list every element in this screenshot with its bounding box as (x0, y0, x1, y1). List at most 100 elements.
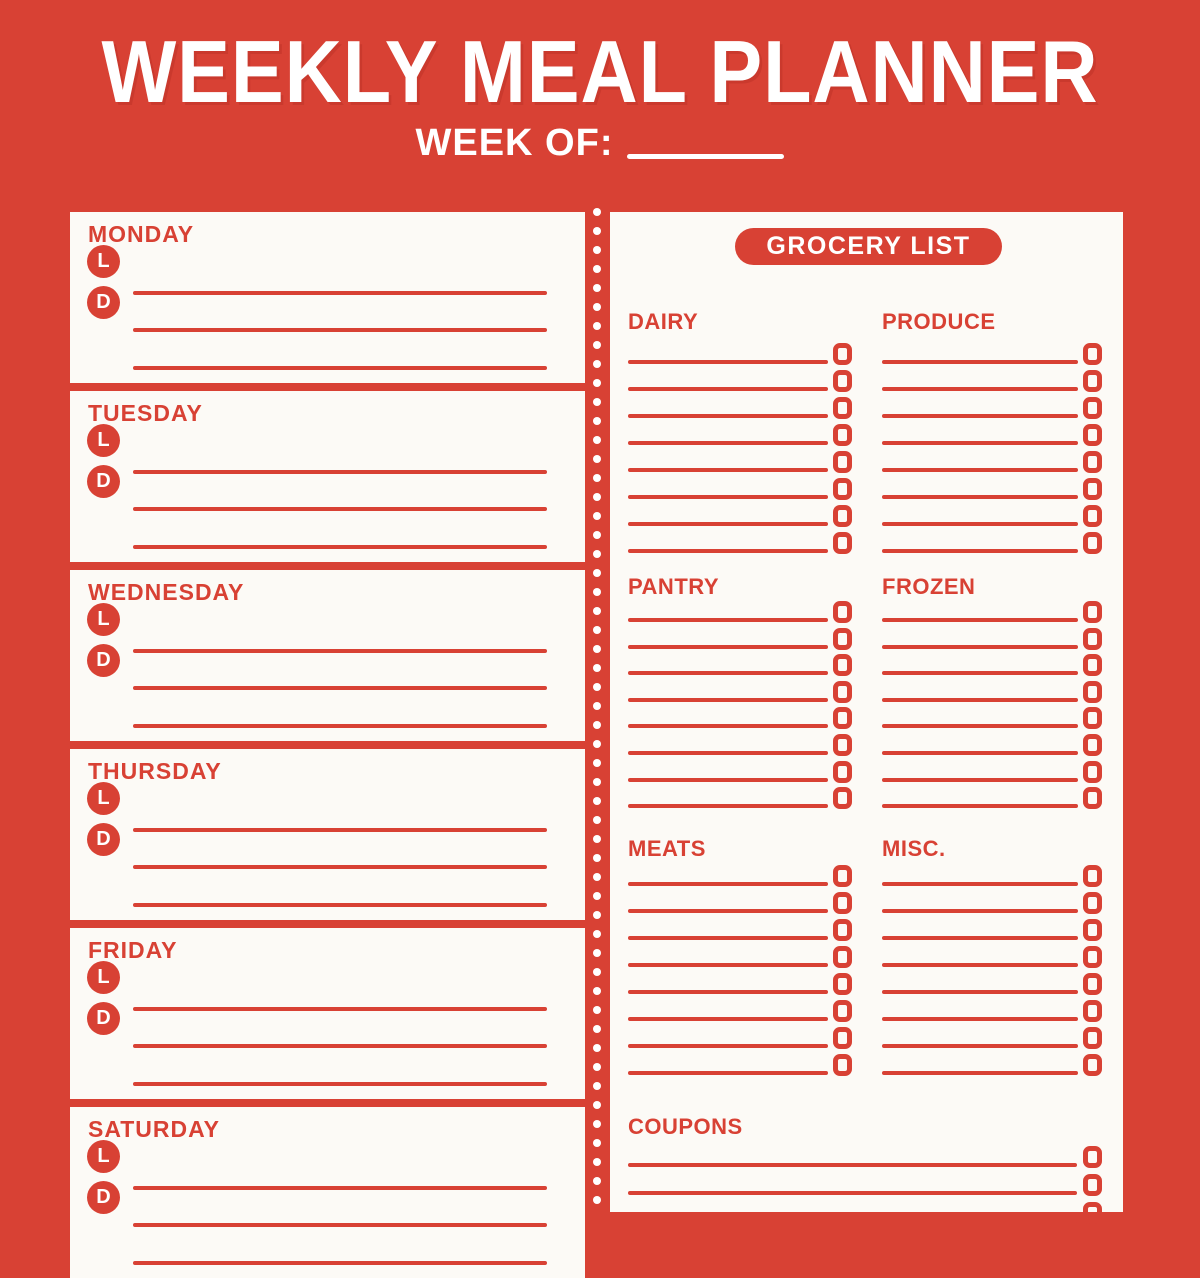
meal-write-in-line[interactable] (133, 1186, 547, 1190)
grocery-item-line[interactable] (628, 724, 828, 728)
meal-write-in-line[interactable] (133, 291, 547, 295)
checkbox-outline-icon[interactable] (1083, 424, 1102, 446)
grocery-item-line[interactable] (882, 1071, 1078, 1075)
grocery-item-line[interactable] (628, 522, 828, 526)
checkbox-outline-icon[interactable] (1083, 397, 1102, 419)
checkbox-outline-icon[interactable] (833, 734, 852, 756)
meal-write-in-line[interactable] (133, 1261, 547, 1265)
checkbox-outline-icon[interactable] (1083, 628, 1102, 650)
grocery-item-line[interactable] (628, 909, 828, 913)
grocery-item-line[interactable] (882, 882, 1078, 886)
checkbox-outline-icon[interactable] (833, 370, 852, 392)
grocery-item-line[interactable] (882, 1044, 1078, 1048)
grocery-item-line[interactable] (628, 671, 828, 675)
checkbox-outline-icon[interactable] (833, 424, 852, 446)
meal-write-in-line[interactable] (133, 903, 547, 907)
checkbox-outline-icon[interactable] (1083, 865, 1102, 887)
checkbox-outline-icon[interactable] (833, 919, 852, 941)
checkbox-outline-icon[interactable] (833, 343, 852, 365)
checkbox-outline-icon[interactable] (833, 654, 852, 676)
checkbox-outline-icon[interactable] (833, 628, 852, 650)
meal-write-in-line[interactable] (133, 686, 547, 690)
grocery-item-line[interactable] (882, 549, 1078, 553)
meal-write-in-line[interactable] (133, 1007, 547, 1011)
grocery-item-line[interactable] (628, 387, 828, 391)
grocery-item-line[interactable] (882, 778, 1078, 782)
checkbox-outline-icon[interactable] (833, 478, 852, 500)
checkbox-outline-icon[interactable] (1083, 919, 1102, 941)
checkbox-outline-icon[interactable] (1083, 681, 1102, 703)
grocery-item-line[interactable] (882, 618, 1078, 622)
checkbox-outline-icon[interactable] (833, 681, 852, 703)
checkbox-outline-icon[interactable] (1083, 654, 1102, 676)
grocery-item-line[interactable] (628, 414, 828, 418)
grocery-item-line[interactable] (882, 645, 1078, 649)
week-of-fill-in-line[interactable] (627, 154, 785, 159)
grocery-item-line[interactable] (628, 1044, 828, 1048)
checkbox-outline-icon[interactable] (833, 532, 852, 554)
grocery-item-line[interactable] (628, 468, 828, 472)
grocery-item-line[interactable] (628, 963, 828, 967)
grocery-item-line[interactable] (882, 495, 1078, 499)
grocery-item-line[interactable] (628, 698, 828, 702)
checkbox-outline-icon[interactable] (1083, 1146, 1102, 1168)
grocery-item-line[interactable] (628, 990, 828, 994)
grocery-item-line[interactable] (628, 1191, 1077, 1195)
checkbox-outline-icon[interactable] (833, 1000, 852, 1022)
checkbox-outline-icon[interactable] (833, 946, 852, 968)
meal-write-in-line[interactable] (133, 828, 547, 832)
grocery-item-line[interactable] (628, 1071, 828, 1075)
grocery-item-line[interactable] (628, 804, 828, 808)
grocery-item-line[interactable] (882, 909, 1078, 913)
grocery-item-line[interactable] (882, 441, 1078, 445)
checkbox-outline-icon[interactable] (833, 865, 852, 887)
grocery-item-line[interactable] (628, 1219, 1077, 1223)
grocery-item-line[interactable] (882, 360, 1078, 364)
checkbox-outline-icon[interactable] (833, 505, 852, 527)
checkbox-outline-icon[interactable] (1083, 787, 1102, 809)
checkbox-outline-icon[interactable] (833, 1054, 852, 1076)
checkbox-outline-icon[interactable] (1083, 1202, 1102, 1224)
grocery-item-line[interactable] (882, 724, 1078, 728)
meal-write-in-line[interactable] (133, 649, 547, 653)
grocery-item-line[interactable] (882, 468, 1078, 472)
checkbox-outline-icon[interactable] (1083, 707, 1102, 729)
checkbox-outline-icon[interactable] (833, 601, 852, 623)
checkbox-outline-icon[interactable] (833, 1027, 852, 1049)
grocery-item-line[interactable] (882, 751, 1078, 755)
grocery-item-line[interactable] (882, 387, 1078, 391)
grocery-item-line[interactable] (882, 414, 1078, 418)
checkbox-outline-icon[interactable] (1083, 1000, 1102, 1022)
grocery-item-line[interactable] (882, 671, 1078, 675)
checkbox-outline-icon[interactable] (833, 973, 852, 995)
checkbox-outline-icon[interactable] (1083, 946, 1102, 968)
checkbox-outline-icon[interactable] (1083, 892, 1102, 914)
grocery-item-line[interactable] (628, 495, 828, 499)
meal-write-in-line[interactable] (133, 724, 547, 728)
grocery-item-line[interactable] (628, 360, 828, 364)
checkbox-outline-icon[interactable] (1083, 973, 1102, 995)
checkbox-outline-icon[interactable] (1083, 451, 1102, 473)
checkbox-outline-icon[interactable] (833, 451, 852, 473)
grocery-item-line[interactable] (628, 618, 828, 622)
grocery-item-line[interactable] (628, 1017, 828, 1021)
checkbox-outline-icon[interactable] (833, 707, 852, 729)
meal-write-in-line[interactable] (133, 1082, 547, 1086)
meal-write-in-line[interactable] (133, 1044, 547, 1048)
checkbox-outline-icon[interactable] (1083, 734, 1102, 756)
grocery-item-line[interactable] (628, 1163, 1077, 1167)
meal-write-in-line[interactable] (133, 470, 547, 474)
checkbox-outline-icon[interactable] (1083, 761, 1102, 783)
meal-write-in-line[interactable] (133, 366, 547, 370)
grocery-item-line[interactable] (882, 804, 1078, 808)
grocery-item-line[interactable] (882, 990, 1078, 994)
grocery-item-line[interactable] (882, 522, 1078, 526)
grocery-item-line[interactable] (628, 441, 828, 445)
grocery-item-line[interactable] (628, 645, 828, 649)
checkbox-outline-icon[interactable] (1083, 532, 1102, 554)
checkbox-outline-icon[interactable] (1083, 505, 1102, 527)
meal-write-in-line[interactable] (133, 545, 547, 549)
checkbox-outline-icon[interactable] (1083, 478, 1102, 500)
grocery-item-line[interactable] (628, 549, 828, 553)
checkbox-outline-icon[interactable] (833, 397, 852, 419)
